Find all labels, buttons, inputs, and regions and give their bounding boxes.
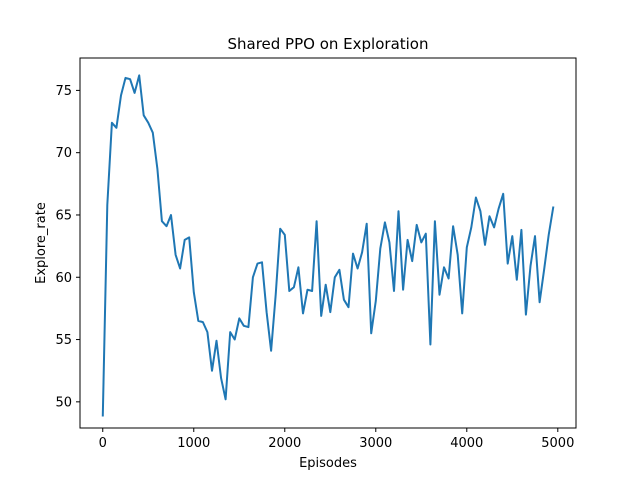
y-tick-label: 55 bbox=[55, 333, 72, 348]
y-tick-label: 65 bbox=[55, 208, 72, 223]
x-tick-label: 5000 bbox=[541, 436, 574, 451]
y-tick-label: 75 bbox=[55, 84, 72, 99]
x-tick-label: 2000 bbox=[268, 436, 301, 451]
y-tick-label: 50 bbox=[55, 395, 72, 410]
y-tick-label: 70 bbox=[55, 146, 72, 161]
y-tick-label: 60 bbox=[55, 271, 72, 286]
y-axis: 50 55 60 65 70 75 bbox=[55, 84, 80, 410]
x-tick-label: 1000 bbox=[177, 436, 210, 451]
series-line-0 bbox=[101, 74, 555, 417]
x-axis: 0 1000 2000 3000 4000 5000 bbox=[99, 428, 574, 451]
axes-frame bbox=[79, 57, 577, 429]
chart-title: Shared PPO on Exploration bbox=[227, 35, 428, 53]
x-tick-label: 4000 bbox=[450, 436, 483, 451]
x-axis-label: Episodes bbox=[299, 456, 357, 471]
x-tick-label: 0 bbox=[99, 436, 107, 451]
plot-area bbox=[101, 74, 555, 417]
y-axis-label: Explore_rate bbox=[34, 202, 49, 284]
x-tick-label: 3000 bbox=[359, 436, 392, 451]
